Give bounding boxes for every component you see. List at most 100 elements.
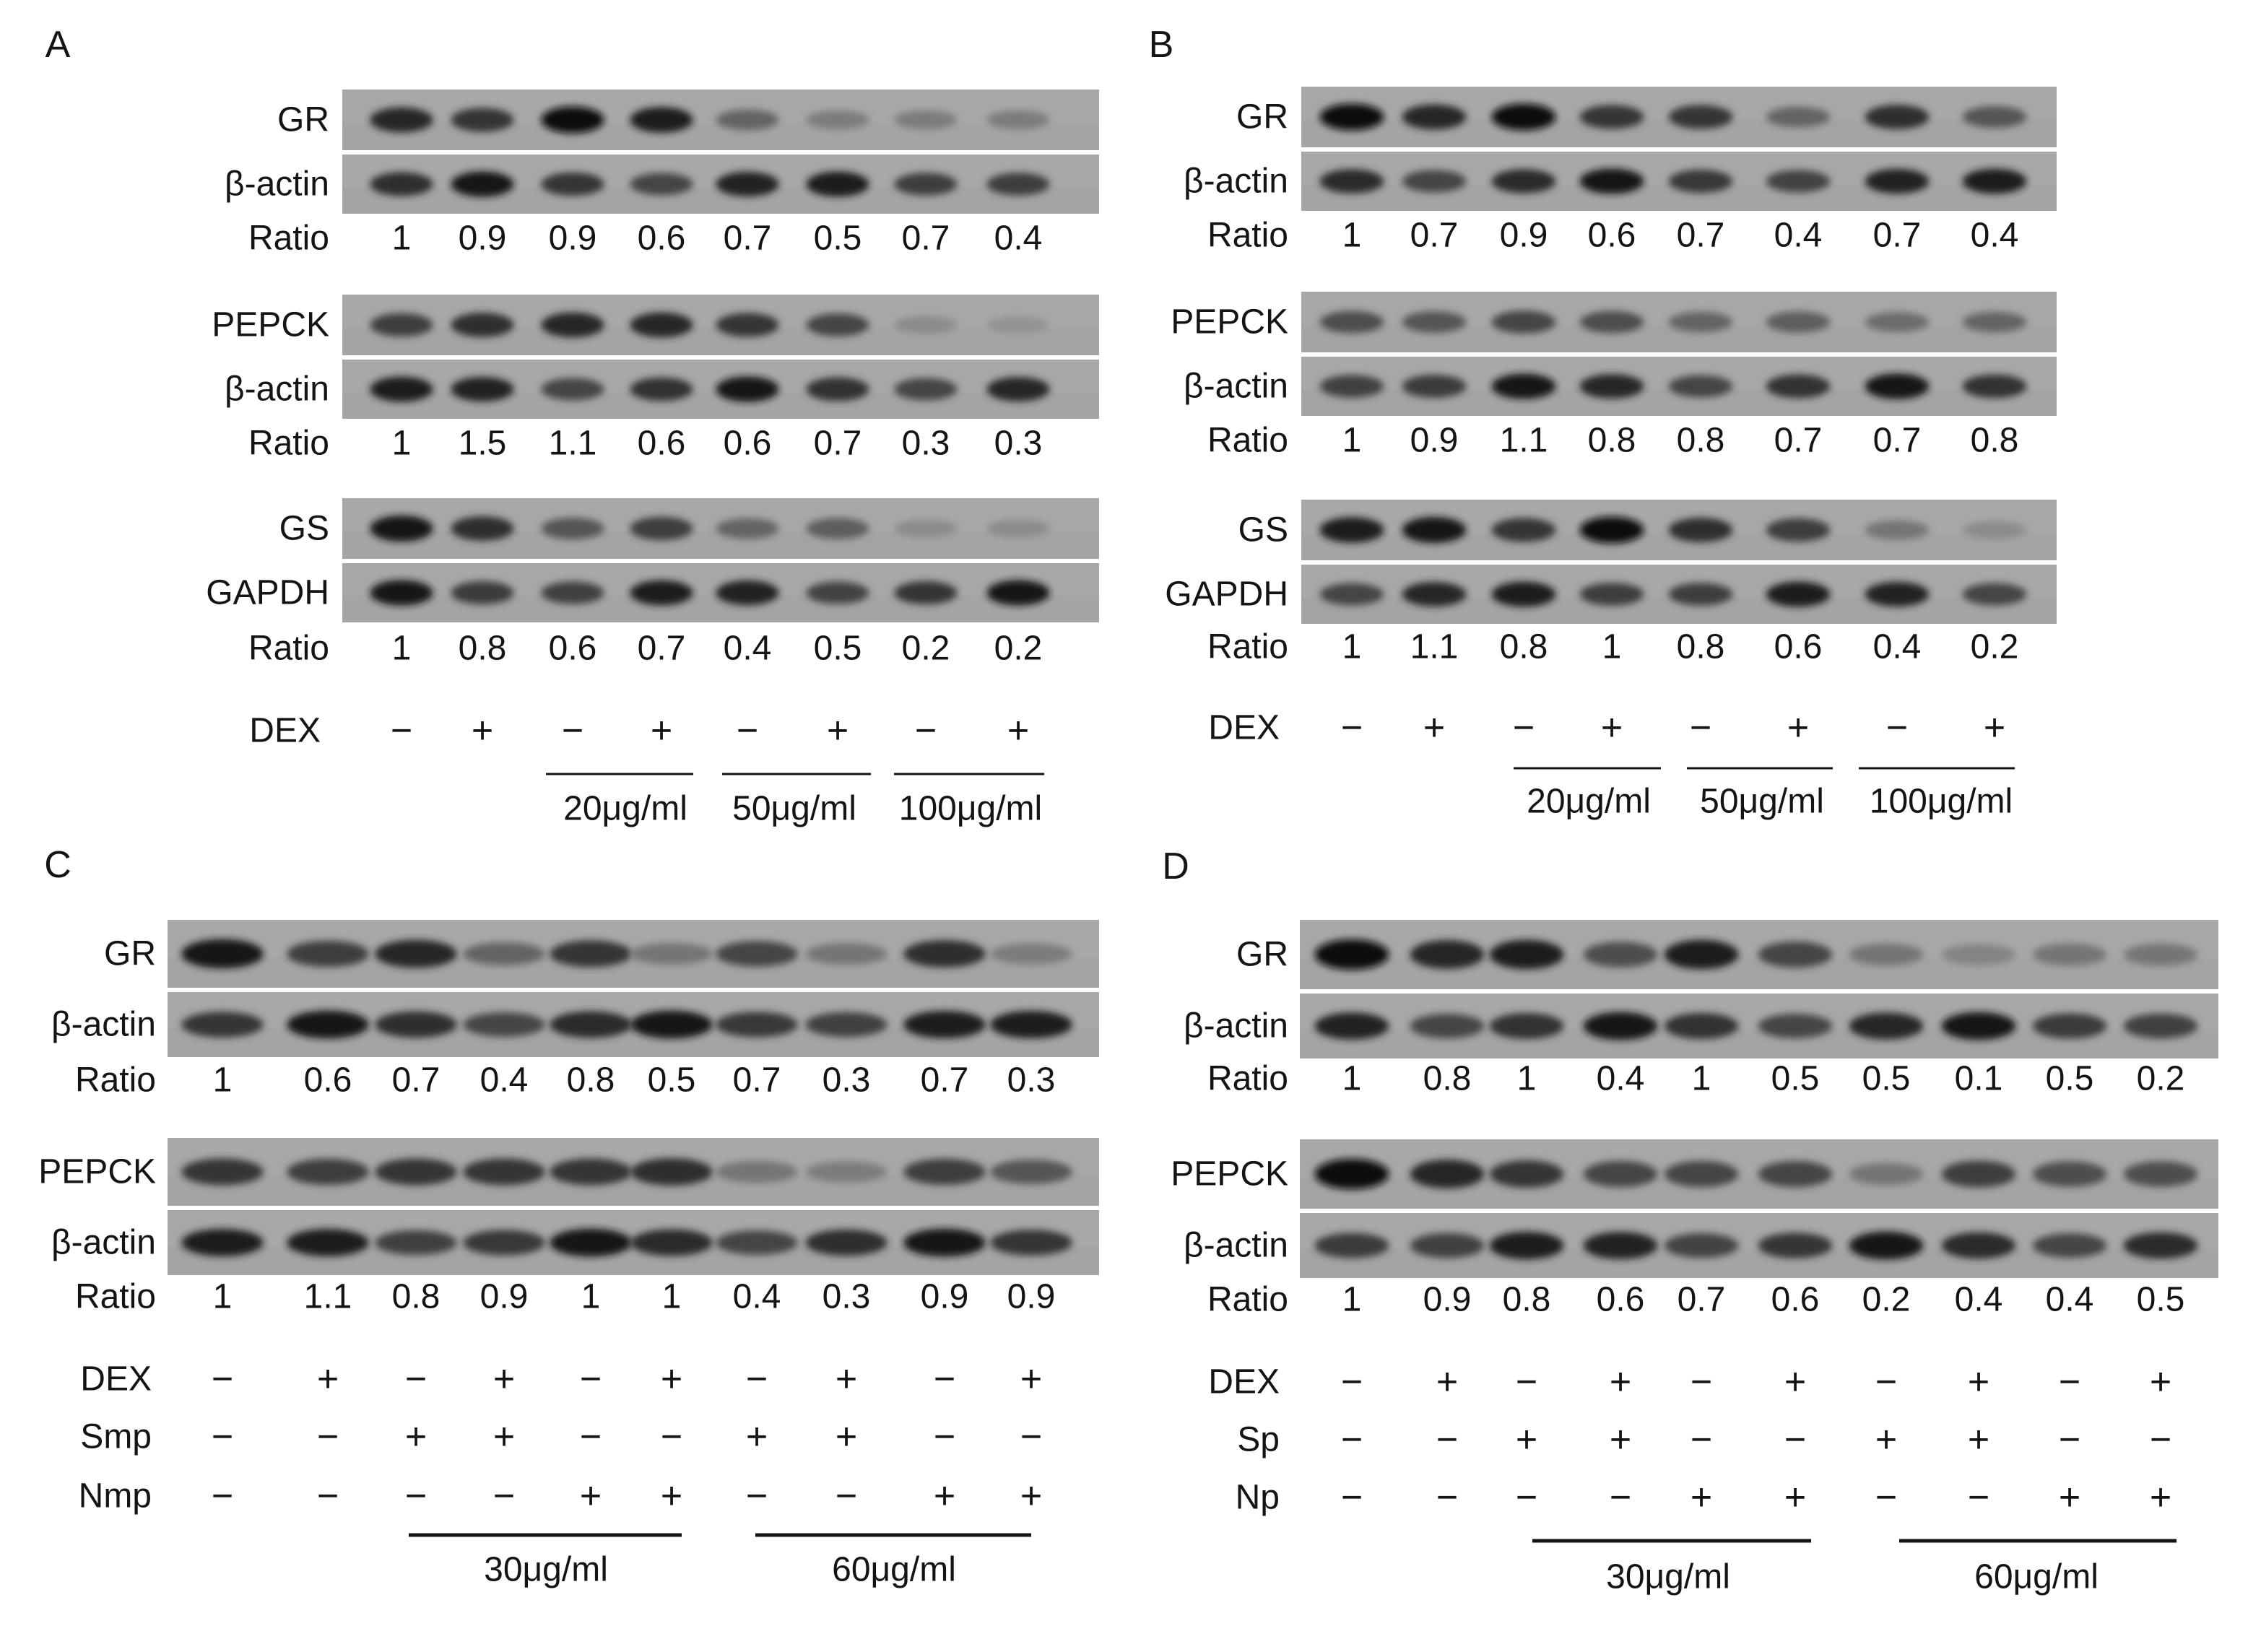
ratio-value: 0.4 [1955,1281,2003,1319]
blot-band [2123,1013,2198,1039]
blot-band [716,376,779,402]
ratio-value: 0.8 [1503,1281,1551,1319]
treatment-sign: + [1784,1477,1806,1518]
treatment-sign: + [1007,710,1029,752]
blot-band [1583,1160,1658,1188]
treatment-sign: − [2059,1419,2080,1461]
ratio-value: 1.1 [304,1278,352,1316]
blot-group: GR β-actin Ratio 1 0.9 0.9 0.6 0.7 0.5 0.7 0.4 [225,90,1099,258]
blot-band [1314,1233,1389,1258]
blot-band [716,1160,798,1183]
ratio-value: 1 [1342,1281,1362,1319]
ratio-value: 0.6 [549,630,597,668]
treatment-sign: − [212,1358,233,1400]
blot-band [370,172,433,196]
blot-band [1668,375,1733,398]
blot-band [541,378,604,401]
blot-band [1668,518,1733,542]
treatment-sign: + [317,1358,339,1400]
concentration-group: 50μg/ml [722,773,871,828]
blot-band [1583,1232,1658,1259]
blot-band [463,1158,545,1186]
ratio-value: 1 [1692,1060,1711,1098]
blot-band [1941,1012,2016,1040]
blot-band [986,377,1050,401]
blot-band [1758,1233,1833,1258]
treatment-sign: + [2150,1361,2171,1403]
blot-band [181,1229,264,1256]
treatment-label: Np [1236,1479,1280,1517]
blot-band [894,173,958,196]
ratio-value: 0.8 [459,630,507,668]
blot-band [716,580,779,606]
concentration-label: 50μg/ml [732,790,856,828]
ratio-value: 0.7 [814,425,862,463]
blot-band [1319,169,1384,194]
blot-group: PEPCK β-actin Ratio 1 0.9 1.1 0.8 0.8 0.7 0.7 0.8 [1171,292,2057,460]
treatment-sign: + [836,1416,857,1458]
protein-label: GS [279,510,329,548]
treatment-label: Sp [1237,1421,1280,1459]
protein-label: GR [1236,936,1288,974]
ratio-value: 1 [581,1278,601,1316]
treatment-sign: − [1968,1477,1989,1518]
blot-band [1849,1231,1924,1260]
treatment-sign: + [1784,1361,1806,1403]
blot-band [1583,1012,1658,1040]
treatment-sign: + [1436,1361,1458,1403]
treatment-sign: + [661,1358,682,1400]
treatment-sign: − [562,710,583,752]
blot-band [1668,105,1733,129]
treatment-row: Nmp − − − − + + − − + + [79,1475,1043,1517]
ratio-value: 0.7 [902,219,950,258]
blot-band [375,1230,457,1256]
ratio-value: 0.5 [814,219,862,258]
ratio-value: 0.7 [392,1061,441,1100]
blot-band [1849,943,1924,966]
ratio-value: 0.9 [549,219,597,258]
ratio-value: 0.6 [1597,1281,1645,1319]
treatment-sign: − [1886,707,1908,749]
ratio-value: 0.9 [1500,217,1548,255]
panel-c: C GR β-actin Ratio 1 0.6 0.7 0.4 0.8 0.5 0.7 0.3 0.7… [38,844,1099,1589]
concentration-group: 30μg/ml [1532,1539,1811,1596]
treatment-sign: + [1968,1361,1989,1403]
blot-band [1319,583,1384,606]
treatment-sign: + [934,1475,955,1517]
treatment-sign: + [1516,1419,1537,1461]
ratio-value: 0.7 [724,219,772,258]
treatment-row: Sp − − + + − − + + − − [1237,1419,2171,1461]
treatment-sign: − [2059,1361,2080,1403]
ratio-value: 0.4 [2046,1281,2094,1319]
blot-band [1664,1233,1739,1258]
blot-band [894,316,958,334]
concentration-label: 20μg/ml [563,790,687,828]
protein-label: PEPCK [1171,1155,1288,1194]
treatment-sign: + [1610,1361,1631,1403]
blot-band [375,939,457,968]
loading-control-label: β-actin [1184,1007,1288,1045]
ratio-value: 0.2 [1862,1281,1911,1319]
treatment-sign: + [1691,1477,1712,1518]
blot-band [370,580,433,606]
blot-band [1962,521,2027,539]
blot-band [903,1158,986,1186]
blot-band [630,1010,713,1039]
blot-group: GS GAPDH Ratio 1 0.8 0.6 0.7 0.4 0.5 0.2 0.2 [206,498,1099,668]
blot-band [1579,168,1644,194]
blot-group: PEPCK β-actin Ratio 1 1.1 0.8 0.9 1 1 0.4 0.3 0.9 0.… [38,1138,1099,1316]
treatment-sign: − [391,710,412,752]
concentration-group: 60μg/ml [755,1533,1031,1589]
blot-band [630,312,693,338]
treatment-sign: − [1875,1477,1897,1518]
ratio-value: 0.4 [1873,628,1922,666]
ratio-value: 0.6 [1771,1281,1820,1319]
blot-band [986,110,1050,130]
ratio-value: 0.7 [1873,422,1922,460]
protein-label: GR [104,935,156,973]
concentration-group: 20μg/ml [546,773,693,828]
treatment-sign: − [1516,1477,1537,1518]
treatment-label: DEX [80,1360,152,1399]
ratio-value: 0.9 [459,219,507,258]
